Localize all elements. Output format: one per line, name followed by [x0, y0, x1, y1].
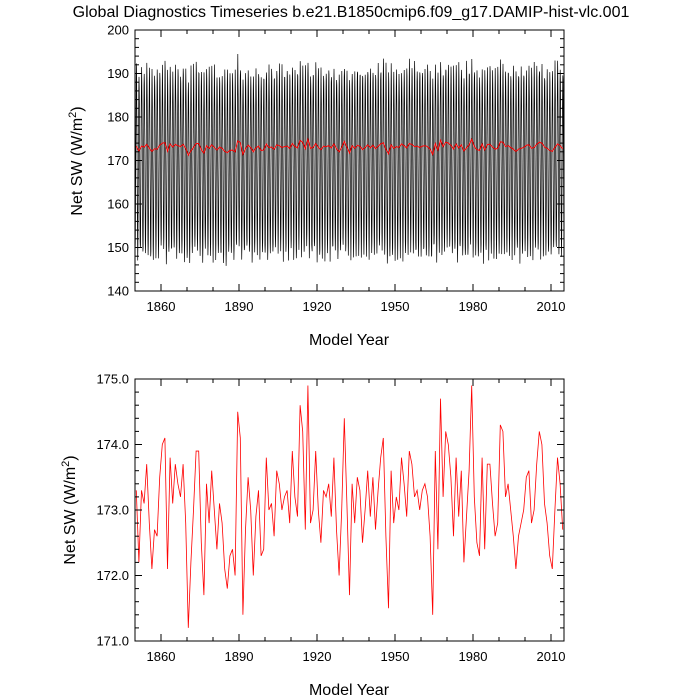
- top-x-tick-labels: 1860 1890 1920 1950 1980 2010: [147, 299, 566, 314]
- bottom-series-group: [135, 385, 564, 628]
- top-annual-mean-line: [135, 137, 564, 157]
- bottom-y-axis-label: Net SW (W/m2): [60, 455, 79, 564]
- bottom-xtick-label: 1890: [225, 649, 254, 664]
- top-xtick-label: 1950: [381, 299, 410, 314]
- top-ytick-label: 140: [107, 284, 129, 299]
- top-ticks-group: [134, 29, 564, 292]
- top-ylabel-base: Net SW (W/m: [69, 118, 86, 216]
- bottom-ytick-label: 175.0: [96, 372, 129, 387]
- top-x-axis-label: Model Year: [309, 332, 390, 349]
- top-y-tick-labels: 140 150 160 170 180 190 200: [107, 23, 129, 299]
- bottom-xtick-label: 1860: [147, 649, 176, 664]
- top-xtick-label: 1920: [303, 299, 332, 314]
- top-xtick-label: 1980: [459, 299, 488, 314]
- bottom-ytick-label: 174.0: [96, 437, 129, 452]
- top-ytick-label: 160: [107, 197, 129, 212]
- top-ytick-label: 150: [107, 240, 129, 255]
- bottom-xtick-label: 2010: [537, 649, 566, 664]
- bottom-panel: 171.0 172.0 173.0 174.0 175.0 1860 1890 1920 19…: [60, 372, 565, 700]
- top-y-axis-label: Net SW (W/m2): [67, 106, 86, 215]
- top-series-group: [134, 54, 565, 266]
- bottom-ylabel-sup: 2: [60, 461, 72, 467]
- bottom-xtick-label: 1980: [459, 649, 488, 664]
- bottom-ticks-group: [134, 378, 564, 642]
- bottom-ylabel-base: Net SW (W/m: [62, 467, 79, 565]
- top-xtick-label: 1860: [147, 299, 176, 314]
- bottom-ylabel-tail: ): [62, 455, 79, 460]
- figure-title: Global Diagnostics Timeseries b.e21.B185…: [73, 4, 630, 21]
- bottom-y-tick-labels: 171.0 172.0 173.0 174.0 175.0: [96, 372, 129, 649]
- bottom-x-tick-labels: 1860 1890 1920 1950 1980 2010: [147, 649, 566, 664]
- top-ytick-label: 170: [107, 153, 129, 168]
- bottom-ytick-label: 173.0: [96, 503, 129, 518]
- top-ytick-label: 180: [107, 110, 129, 125]
- top-ylabel-tail: ): [69, 106, 86, 111]
- bottom-ytick-label: 171.0: [96, 634, 129, 649]
- top-ylabel-sup: 2: [67, 112, 79, 118]
- top-xtick-label: 2010: [537, 299, 566, 314]
- top-monthly-series-line: [134, 54, 565, 266]
- bottom-annual-mean-line: [135, 385, 564, 628]
- top-xtick-label: 1890: [225, 299, 254, 314]
- bottom-plot-frame: [134, 378, 565, 642]
- bottom-ytick-label: 172.0: [96, 568, 129, 583]
- bottom-x-axis-label: Model Year: [309, 682, 390, 699]
- top-panel: 140 150 160 170 180 190 200 1860 1890 1920 1950 19…: [67, 23, 565, 350]
- top-ytick-label: 190: [107, 66, 129, 81]
- bottom-xtick-label: 1920: [303, 649, 332, 664]
- top-ytick-label: 200: [107, 23, 129, 38]
- bottom-xtick-label: 1950: [381, 649, 410, 664]
